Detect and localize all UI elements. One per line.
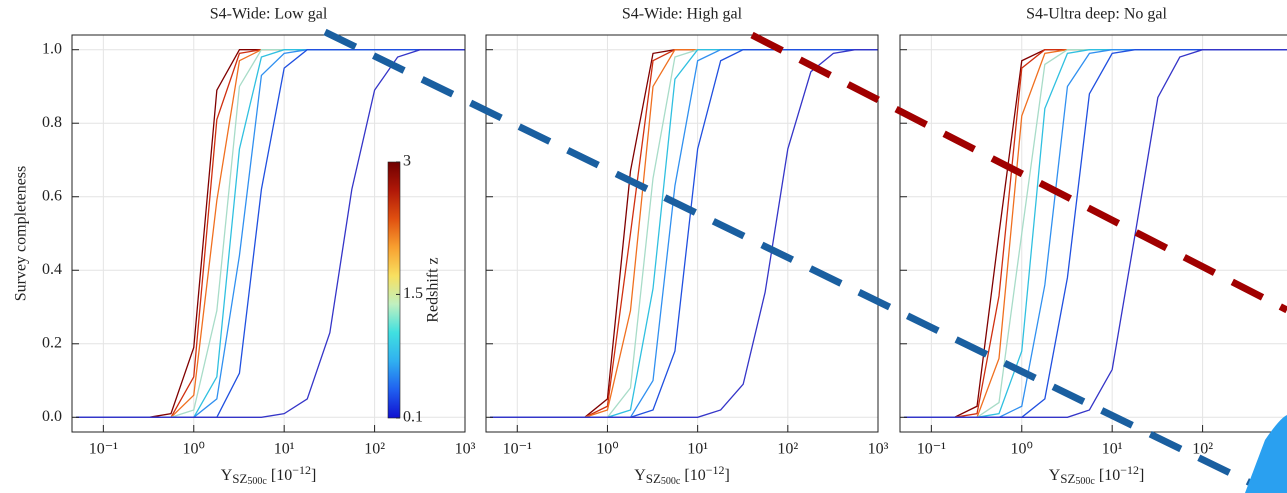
y-tick-label: 0.2 (42, 334, 62, 351)
x-axis-label: YSZ500c [10−12] (1049, 463, 1145, 487)
x-label-part: 500c (661, 476, 681, 487)
curve (904, 49, 1287, 418)
y-tick-label: 0.6 (42, 187, 62, 204)
x-tick-label: 10² (364, 441, 385, 458)
colorbar-tick-label: 3 (403, 153, 411, 170)
x-label-part: ] (311, 467, 316, 484)
curve (490, 49, 878, 418)
curve (490, 49, 878, 418)
x-tick-label: 10¹ (1102, 441, 1123, 458)
blob (1245, 415, 1287, 493)
panel: 0.0 0.2 0.4 0.6 0.8 1.0 10⁻¹ 10⁰ 10¹ 10² 10³ S4-Wid… (13, 6, 476, 487)
x-label-part: 500c (1075, 476, 1095, 487)
x-tick-label: 10⁰ (1011, 441, 1033, 458)
curve (76, 49, 465, 418)
x-label-part: ] (724, 467, 729, 484)
x-label-part: SZ (1060, 471, 1075, 486)
colorbar-label: Redshift z (425, 257, 442, 322)
x-label-part: −12 (1120, 463, 1139, 477)
x-tick-label: 10¹ (687, 441, 708, 458)
curve (904, 49, 1287, 418)
curve (490, 49, 878, 418)
axes-frame (71, 34, 466, 433)
axes-frame (485, 34, 879, 433)
colorbar-tick-label: 0.1 (403, 409, 423, 426)
x-tick-label: 10³ (868, 441, 889, 458)
colorbar (387, 161, 401, 419)
overlay (323, 28, 1287, 493)
curve (904, 49, 1287, 418)
x-label-part: [10 (267, 467, 292, 484)
x-label-part: Y (221, 467, 233, 484)
curve (904, 49, 1287, 418)
x-tick-label: 10³ (455, 441, 476, 458)
panel-title: S4-Wide: High gal (622, 6, 743, 23)
x-label-part: 500c (247, 476, 267, 487)
x-label-part: SZ (232, 471, 247, 486)
curve (76, 49, 465, 418)
panel: 10⁻¹ 10⁰ 10¹ 10² S4-Ultra deep: No gal YSZ500… (899, 6, 1287, 487)
x-label-part: SZ (646, 471, 661, 486)
plot-area (900, 35, 1287, 432)
x-label-part: ] (1139, 467, 1144, 484)
x-label-part: Y (634, 467, 646, 484)
x-label-part: −12 (292, 463, 311, 477)
x-tick-label: 10⁰ (596, 441, 618, 458)
x-label-part: −12 (706, 463, 725, 477)
panel-title: S4-Ultra deep: No gal (1026, 6, 1167, 23)
curve (76, 49, 465, 418)
curve (76, 49, 465, 418)
axes-frame (899, 34, 1287, 433)
curve (904, 49, 1287, 418)
x-tick-label: 10⁻¹ (503, 441, 532, 458)
x-tick-label: 10² (777, 441, 798, 458)
curve (490, 49, 878, 418)
y-tick-label: 1.0 (42, 40, 62, 57)
colorbar-tick-label: 1.5 (403, 285, 423, 302)
y-tick-label: 0.0 (42, 408, 62, 425)
y-tick-label: 0.8 (42, 114, 62, 131)
x-axis-label: YSZ500c [10−12] (221, 463, 317, 487)
curve (76, 49, 465, 418)
y-axis-label: Survey completeness (13, 166, 30, 302)
plot-area (72, 35, 465, 432)
curve (76, 49, 465, 418)
curve (904, 49, 1287, 418)
x-tick-label: 10⁰ (183, 441, 205, 458)
dashed-line (323, 28, 1267, 493)
x-label-part: [10 (1095, 467, 1120, 484)
curve (490, 49, 878, 418)
curve (490, 49, 878, 418)
x-tick-label: 10⁻¹ (89, 441, 118, 458)
y-tick-label: 0.4 (42, 261, 62, 278)
plot-area (486, 35, 878, 432)
curve (904, 49, 1287, 418)
x-axis-label: YSZ500c [10−12] (634, 463, 730, 487)
x-tick-label: 10¹ (274, 441, 295, 458)
panel: 10⁻¹ 10⁰ 10¹ 10² 10³ S4-Wide: High gal YSZ500c… (485, 6, 889, 487)
curve (904, 49, 1287, 418)
curve (490, 49, 878, 418)
panel-title: S4-Wide: Low gal (210, 6, 328, 23)
x-label-part: Y (1049, 467, 1061, 484)
dashed-line (750, 31, 1287, 314)
curve (76, 49, 465, 418)
curve (490, 49, 878, 418)
x-tick-label: 10² (1192, 441, 1213, 458)
x-tick-label: 10⁻¹ (917, 441, 946, 458)
x-label-part: [10 (680, 467, 705, 484)
curve (76, 49, 465, 418)
